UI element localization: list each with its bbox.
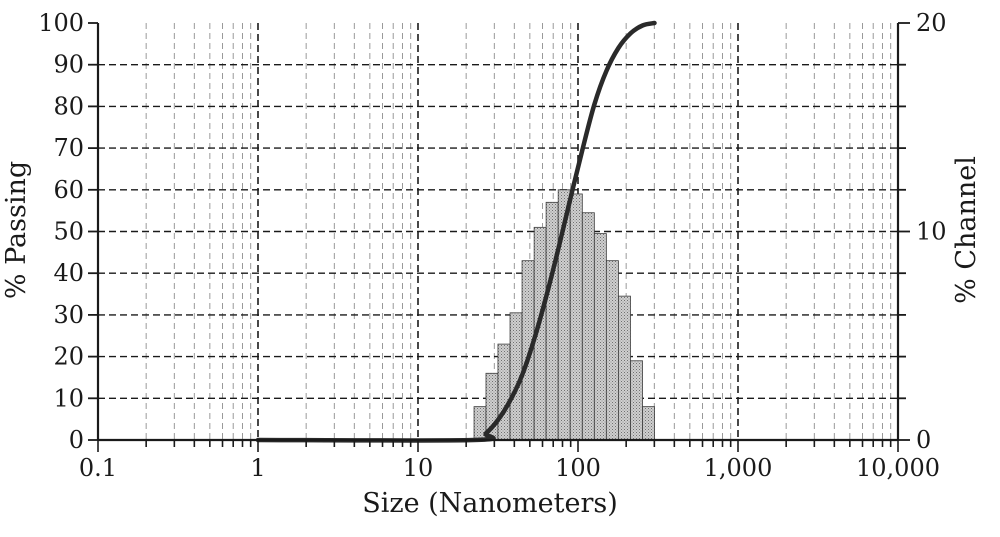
right-tick-label: 10 — [916, 218, 947, 246]
histogram-bar — [569, 193, 583, 441]
axes — [88, 22, 910, 452]
left-tick-label: 80 — [53, 92, 84, 120]
x-tick-label: 100 — [555, 454, 601, 482]
x-tick-label: 10,000 — [856, 454, 940, 482]
left-tick-label: 20 — [53, 343, 84, 371]
left-tick-label: 100 — [38, 9, 84, 37]
cumulative-curve-layer — [255, 20, 657, 443]
left-tick-label: 70 — [53, 134, 84, 162]
histogram-bar — [618, 295, 631, 441]
left-tick-label: 40 — [53, 259, 84, 287]
cumulative-passing-curve — [255, 20, 657, 443]
histogram-bar — [605, 260, 619, 441]
left-tick-label: 60 — [53, 176, 84, 204]
right-axis-tick-labels: 0 10 20 — [916, 9, 947, 454]
histogram-bar — [545, 201, 559, 441]
left-tick-label: 10 — [53, 384, 84, 412]
x-tick-label: 10 — [403, 454, 434, 482]
histogram-bar — [630, 360, 643, 441]
right-tick-label: 20 — [916, 9, 947, 37]
histogram-bar — [593, 233, 607, 441]
x-tick-label: 0.1 — [79, 454, 117, 482]
histogram-bar — [497, 343, 511, 441]
right-axis-title: % Channel — [951, 156, 982, 304]
x-axis-title: Size (Nanometers) — [362, 488, 618, 519]
left-axis-title: % Passing — [1, 161, 32, 299]
x-tick-label: 1 — [250, 454, 265, 482]
major-gridlines — [98, 23, 898, 440]
left-tick-label: 50 — [53, 218, 84, 246]
histogram-bar — [581, 212, 595, 441]
histogram-bar — [642, 406, 655, 441]
left-tick-label: 0 — [69, 426, 84, 454]
left-tick-label: 90 — [53, 51, 84, 79]
x-tick-label: 1,000 — [704, 454, 773, 482]
histogram-bars — [473, 189, 655, 441]
right-tick-label: 0 — [916, 426, 931, 454]
left-tick-label: 30 — [53, 301, 84, 329]
x-axis-tick-labels: 0.1 1 10 100 1,000 10,000 — [79, 454, 940, 482]
left-axis-tick-labels: 0 10 20 30 40 50 60 70 80 90 100 — [38, 9, 84, 454]
